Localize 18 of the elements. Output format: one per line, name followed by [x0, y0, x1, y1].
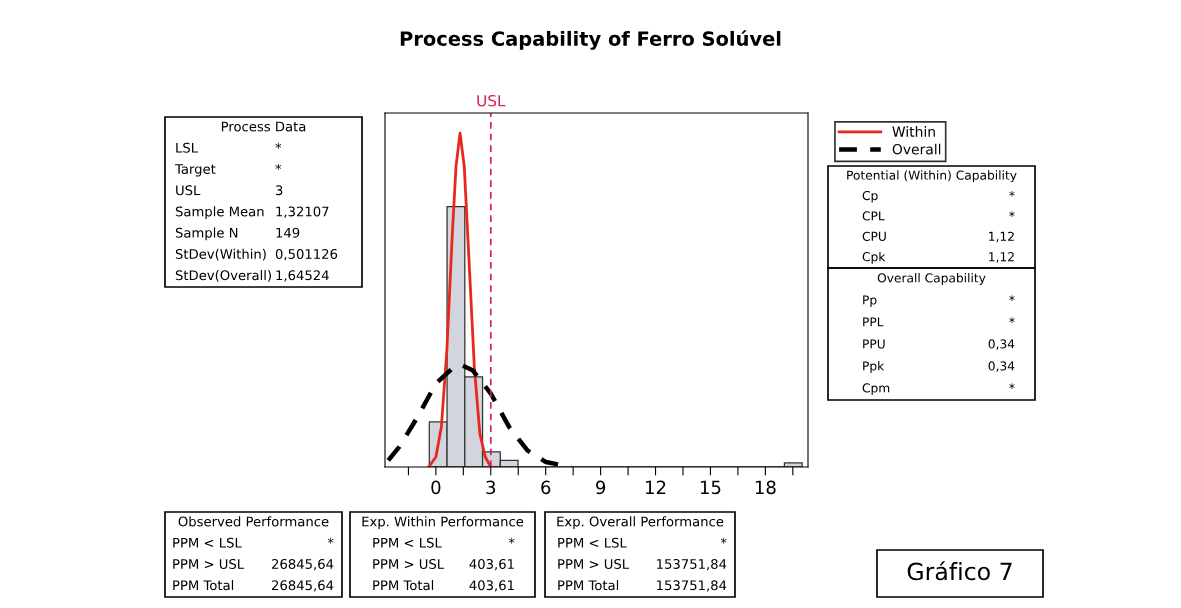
legend-label: Within	[892, 126, 935, 137]
x-tick-label: 9	[596, 480, 606, 495]
ref-line-label: USL	[477, 94, 506, 107]
text: Exp. Within Performance PPM < LSL * PPM > USL 403,61 PPM Total 403,61	[362, 516, 524, 592]
x-tick-label: 12	[646, 480, 666, 494]
text: Exp. Overall Performance PPM < LSL * PPM > USL 153751,84 PPM Total 153751,84	[557, 516, 727, 592]
text: Observed Performance PPM < LSL * PPM > USL 26845,64 PPM Total 26845,64	[173, 516, 334, 592]
x-tick-label: 6	[541, 480, 551, 495]
x-tick-label: 15	[700, 480, 721, 495]
chart-title: Process Capability of Ferro Solúvel	[400, 30, 781, 50]
x-tick-label: 18	[755, 480, 776, 495]
text: Potential (Within) Capability Cp * CPL * CPU 1,12 Cpk 1,12	[847, 170, 1017, 264]
x-tick-label: 0	[431, 480, 441, 495]
x-tick-label: 3	[486, 480, 496, 495]
text: Gráfico 7	[907, 561, 1012, 581]
legend-label: Overall	[892, 143, 941, 155]
text: Process Data LSL * Target * USL 3 Sample Mean 1,32107 Sample N 149 StDev(Within) 0,501126 StDev(Overall) 1,64524	[174, 121, 338, 282]
text: Overall Capability Pp * PPL * PPU 0,34 Ppk 0,34 Cpm *	[862, 273, 1015, 395]
